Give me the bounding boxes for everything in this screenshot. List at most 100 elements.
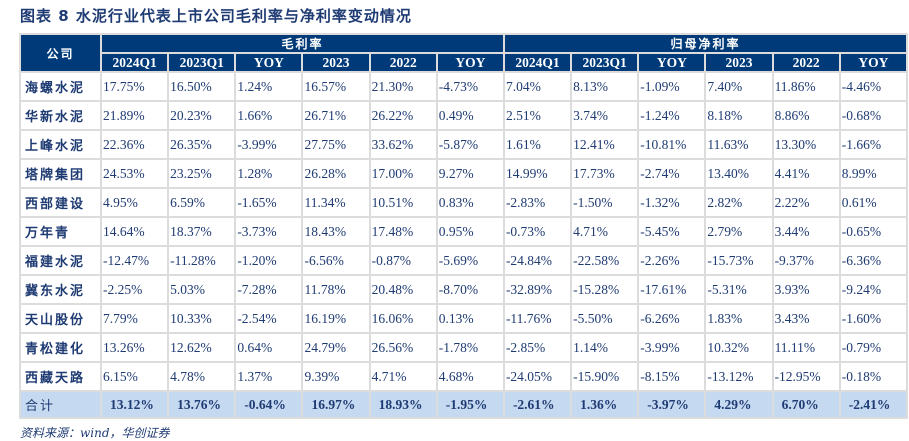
table-row: 塔牌集团 24.53% 23.25% 1.28% 26.28% 17.00% 9.27% 14… bbox=[19, 158, 909, 189]
value-cell: -1.09% bbox=[637, 71, 707, 102]
value-cell: 1.83% bbox=[704, 303, 774, 334]
value-cell: 1.14% bbox=[570, 332, 640, 363]
value-cell: -12.47% bbox=[99, 245, 170, 276]
source-note: 资料来源：wind，华创证券 bbox=[20, 426, 170, 440]
value-cell: 8.99% bbox=[838, 158, 909, 189]
value-cell: -5.50% bbox=[570, 303, 640, 334]
value-cell: 3.74% bbox=[570, 100, 640, 131]
value-cell: -11.76% bbox=[502, 303, 573, 334]
value-cell: 13.76% bbox=[167, 390, 237, 419]
value-cell: -32.89% bbox=[502, 274, 573, 305]
column-header-row: 2024Q1 2023Q1 YOY 2023 2022 YOY 2024Q1 2023Q1 YO… bbox=[20, 52, 909, 73]
value-cell: 1.37% bbox=[234, 361, 304, 392]
value-cell: 18.37% bbox=[167, 216, 237, 247]
value-cell: 10.32% bbox=[704, 332, 774, 363]
value-cell: -2.41% bbox=[838, 390, 909, 419]
value-cell: 18.93% bbox=[368, 390, 438, 419]
column-header: 2022 bbox=[368, 52, 438, 73]
value-cell: -2.83% bbox=[502, 187, 573, 218]
column-header: YOY bbox=[435, 52, 505, 73]
value-cell: 3.93% bbox=[771, 274, 841, 305]
value-cell: -5.31% bbox=[704, 274, 774, 305]
value-cell: 2.51% bbox=[502, 100, 573, 131]
value-cell: -13.12% bbox=[704, 361, 774, 392]
company-name: 塔牌集团 bbox=[19, 158, 102, 189]
value-cell: -7.28% bbox=[234, 274, 304, 305]
company-name: 合计 bbox=[19, 390, 102, 419]
value-cell: -15.90% bbox=[570, 361, 640, 392]
value-cell: 16.57% bbox=[301, 71, 371, 102]
value-cell: 9.39% bbox=[301, 361, 371, 392]
table-row: 华新水泥 21.89% 20.23% 1.66% 26.71% 26.22% 0.49% 2.… bbox=[19, 100, 909, 131]
table-row: 青松建化 13.26% 12.62% 0.64% 24.79% 26.56% -1.78% -… bbox=[19, 332, 909, 363]
value-cell: -0.18% bbox=[838, 361, 909, 392]
value-cell: 13.40% bbox=[704, 158, 774, 189]
value-cell: -4.73% bbox=[435, 71, 505, 102]
value-cell: -12.95% bbox=[771, 361, 841, 392]
value-cell: 10.51% bbox=[368, 187, 438, 218]
value-cell: 7.40% bbox=[704, 71, 774, 102]
column-header: 2024Q1 bbox=[502, 52, 573, 73]
table-row: 天山股份 7.79% 10.33% -2.54% 16.19% 16.06% 0.13% -1… bbox=[19, 303, 909, 334]
value-cell: -5.45% bbox=[637, 216, 707, 247]
value-cell: 4.71% bbox=[368, 361, 438, 392]
value-cell: 2.22% bbox=[771, 187, 841, 218]
value-cell: -0.64% bbox=[234, 390, 304, 419]
company-name: 海螺水泥 bbox=[19, 71, 102, 102]
value-cell: 16.06% bbox=[368, 303, 438, 334]
value-cell: -0.79% bbox=[838, 332, 909, 363]
total-row: 合计 13.12% 13.76% -0.64% 16.97% 18.93% -1.95% -2… bbox=[19, 390, 909, 419]
value-cell: -5.69% bbox=[435, 245, 505, 276]
value-cell: 27.75% bbox=[301, 129, 371, 160]
value-cell: 12.41% bbox=[570, 129, 640, 160]
value-cell: -1.78% bbox=[435, 332, 505, 363]
value-cell: -9.24% bbox=[838, 274, 909, 305]
value-cell: -5.87% bbox=[435, 129, 505, 160]
value-cell: 9.27% bbox=[435, 158, 505, 189]
value-cell: -22.58% bbox=[570, 245, 640, 276]
table-row: 西部建设 4.95% 6.59% -1.65% 11.34% 10.51% 0.83% -2.… bbox=[19, 187, 909, 218]
value-cell: -15.73% bbox=[704, 245, 774, 276]
value-cell: 24.53% bbox=[99, 158, 170, 189]
column-header: YOY bbox=[234, 52, 304, 73]
value-cell: -3.73% bbox=[234, 216, 304, 247]
value-cell: -8.15% bbox=[637, 361, 707, 392]
value-cell: 22.36% bbox=[99, 129, 170, 160]
value-cell: -3.97% bbox=[637, 390, 707, 419]
value-cell: 26.28% bbox=[301, 158, 371, 189]
value-cell: 0.49% bbox=[435, 100, 505, 131]
value-cell: -10.81% bbox=[637, 129, 707, 160]
value-cell: 0.95% bbox=[435, 216, 505, 247]
value-cell: 4.95% bbox=[99, 187, 170, 218]
value-cell: 1.28% bbox=[234, 158, 304, 189]
value-cell: -9.37% bbox=[771, 245, 841, 276]
value-cell: 1.36% bbox=[570, 390, 640, 419]
table-row: 福建水泥 -12.47% -11.28% -1.20% -6.56% -0.87% -5.6… bbox=[19, 245, 909, 276]
value-cell: -2.25% bbox=[99, 274, 170, 305]
company-name: 西部建设 bbox=[19, 187, 102, 218]
value-cell: 26.56% bbox=[368, 332, 438, 363]
value-cell: -2.54% bbox=[234, 303, 304, 334]
value-cell: 7.04% bbox=[502, 71, 573, 102]
value-cell: 0.61% bbox=[838, 187, 909, 218]
value-cell: 1.61% bbox=[502, 129, 573, 160]
table-row: 冀东水泥 -2.25% 5.03% -7.28% 11.78% 20.48% -8.70% -… bbox=[19, 274, 909, 305]
value-cell: 0.13% bbox=[435, 303, 505, 334]
value-cell: 5.03% bbox=[167, 274, 237, 305]
value-cell: 7.79% bbox=[99, 303, 170, 334]
value-cell: 11.34% bbox=[301, 187, 371, 218]
value-cell: -1.24% bbox=[637, 100, 707, 131]
value-cell: -2.85% bbox=[502, 332, 573, 363]
company-name: 华新水泥 bbox=[19, 100, 102, 131]
value-cell: 10.33% bbox=[167, 303, 237, 334]
value-cell: -0.65% bbox=[838, 216, 909, 247]
value-cell: -3.99% bbox=[234, 129, 304, 160]
value-cell: 26.22% bbox=[368, 100, 438, 131]
value-cell: -1.32% bbox=[637, 187, 707, 218]
value-cell: 13.26% bbox=[99, 332, 170, 363]
value-cell: 21.89% bbox=[99, 100, 170, 131]
value-cell: 6.70% bbox=[771, 390, 841, 419]
value-cell: -0.73% bbox=[502, 216, 573, 247]
value-cell: 24.79% bbox=[301, 332, 371, 363]
value-cell: 12.62% bbox=[167, 332, 237, 363]
